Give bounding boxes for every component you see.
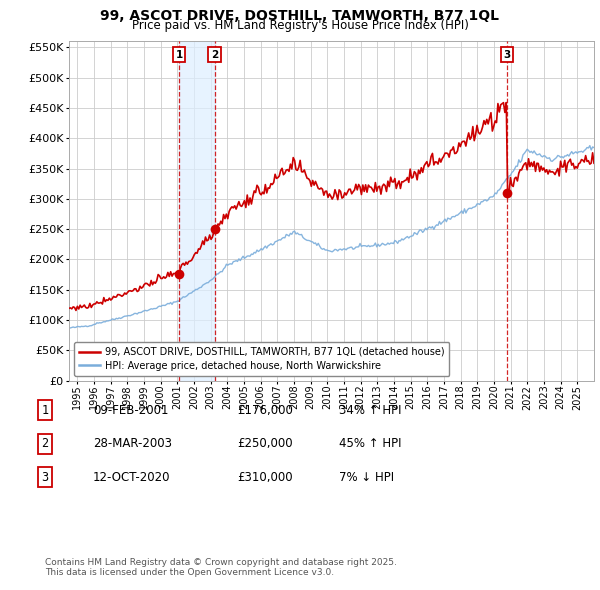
Text: 2: 2 [41,437,49,450]
Text: £250,000: £250,000 [237,437,293,450]
Text: £176,000: £176,000 [237,404,293,417]
Text: £310,000: £310,000 [237,471,293,484]
Text: 28-MAR-2003: 28-MAR-2003 [93,437,172,450]
Text: 12-OCT-2020: 12-OCT-2020 [93,471,170,484]
Legend: 99, ASCOT DRIVE, DOSTHILL, TAMWORTH, B77 1QL (detached house), HPI: Average pric: 99, ASCOT DRIVE, DOSTHILL, TAMWORTH, B77… [74,342,449,376]
Bar [179,41,215,381]
Text: 09-FEB-2001: 09-FEB-2001 [93,404,169,417]
Text: 1: 1 [41,404,49,417]
Text: Price paid vs. HM Land Registry's House Price Index (HPI): Price paid vs. HM Land Registry's House … [131,19,469,32]
Text: 34% ↑ HPI: 34% ↑ HPI [339,404,401,417]
Text: Contains HM Land Registry data © Crown copyright and database right 2025.
This d: Contains HM Land Registry data © Crown c… [45,558,397,577]
Text: 1: 1 [175,50,183,60]
Text: 7% ↓ HPI: 7% ↓ HPI [339,471,394,484]
Text: 45% ↑ HPI: 45% ↑ HPI [339,437,401,450]
Text: 2: 2 [211,50,218,60]
Text: 3: 3 [41,471,49,484]
Text: 3: 3 [503,50,511,60]
Text: 99, ASCOT DRIVE, DOSTHILL, TAMWORTH, B77 1QL: 99, ASCOT DRIVE, DOSTHILL, TAMWORTH, B77… [101,9,499,23]
